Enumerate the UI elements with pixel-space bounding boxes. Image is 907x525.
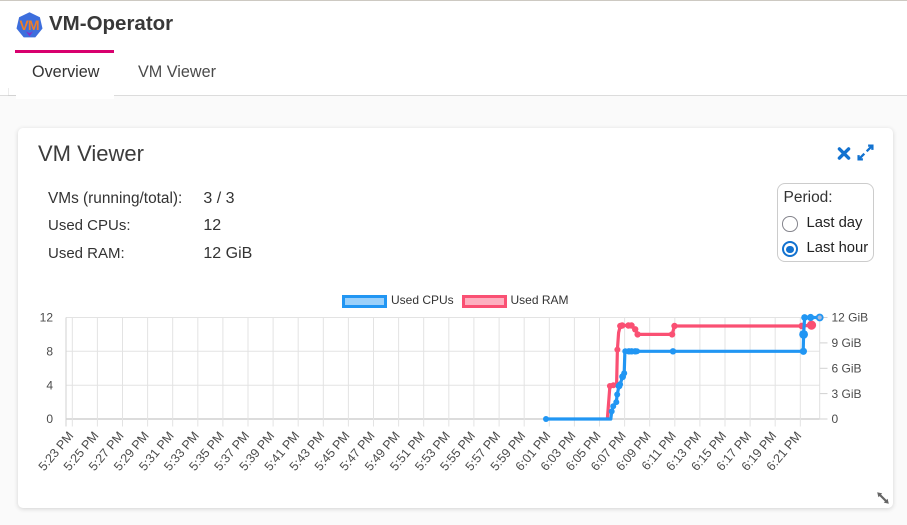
svg-text:9 GiB: 9 GiB [832,336,862,350]
svg-text:4: 4 [46,378,53,392]
svg-text:0: 0 [46,412,53,426]
svg-text:8: 8 [46,345,53,359]
svg-text:6 GiB: 6 GiB [832,362,862,376]
svg-text:0: 0 [832,412,839,426]
svg-text:12 GiB: 12 GiB [832,311,869,325]
svg-text:VM: VM [19,17,39,33]
svg-text:3 GiB: 3 GiB [832,387,862,401]
svg-text:12: 12 [40,311,54,325]
